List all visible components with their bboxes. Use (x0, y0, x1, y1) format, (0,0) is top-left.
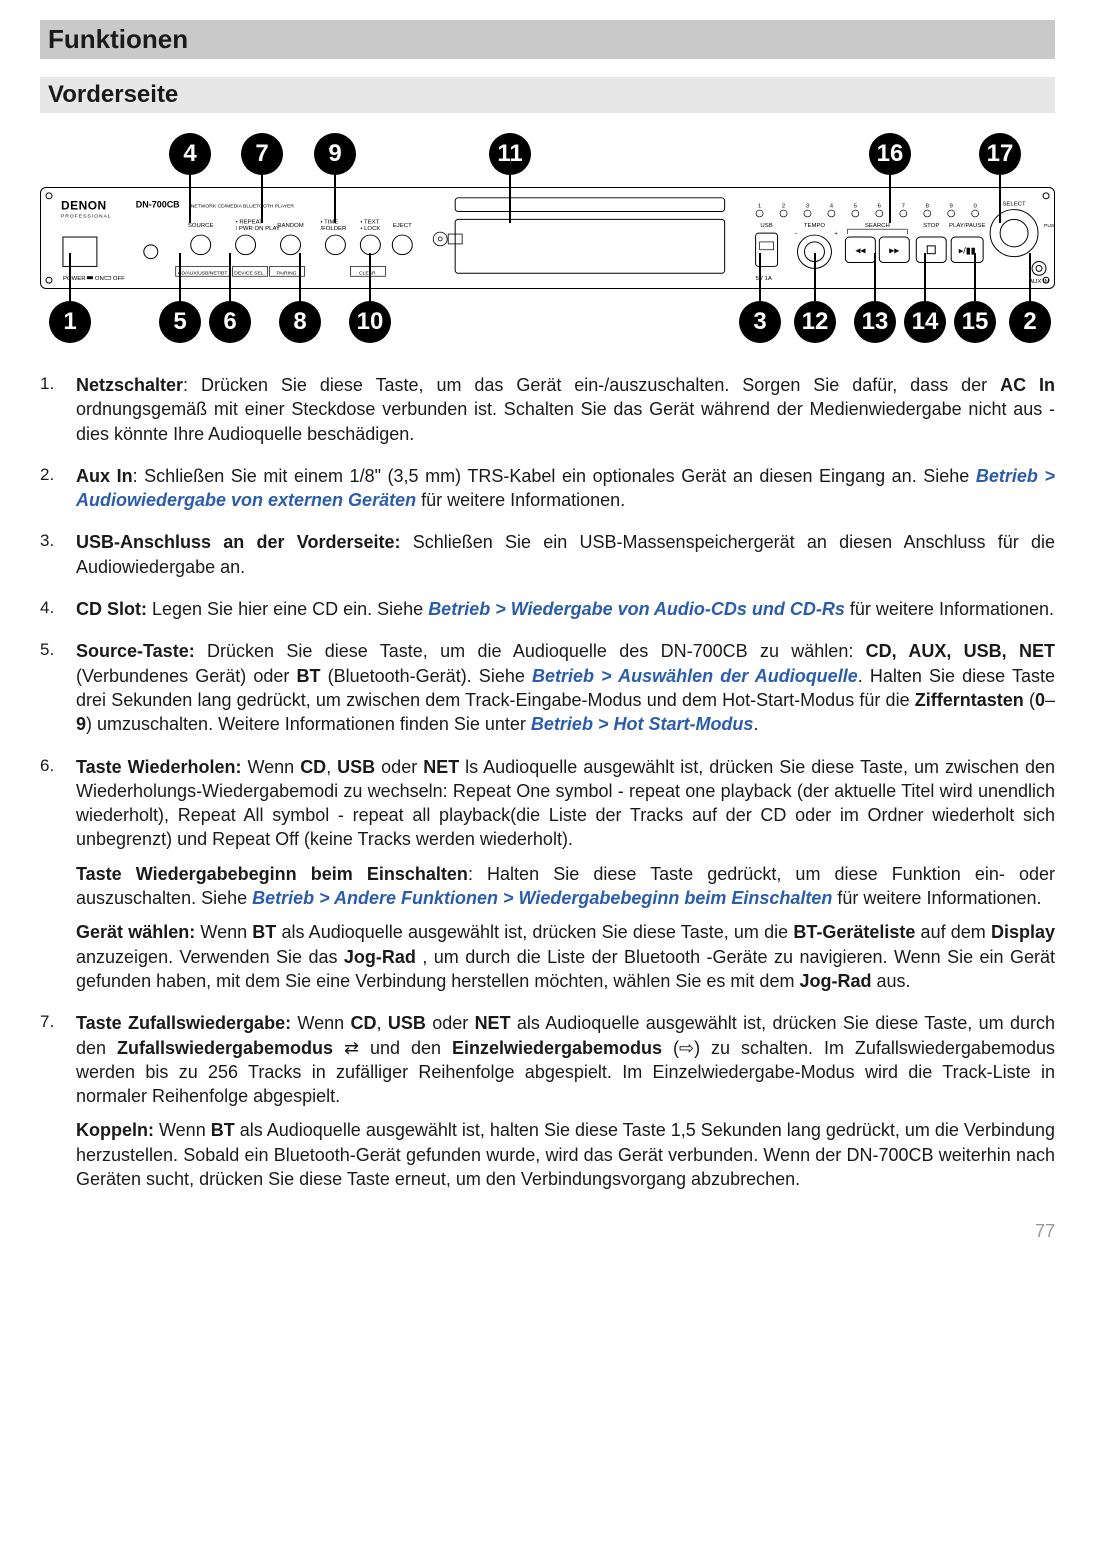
svg-text:CLEAR: CLEAR (359, 270, 376, 276)
callout-leader (299, 253, 301, 303)
svg-text:−: − (795, 231, 799, 237)
callout-leader (179, 253, 181, 303)
callout-leader (874, 253, 876, 303)
callout-bubble-2: 2 (1009, 301, 1051, 343)
svg-text:• TEXT: • TEXT (360, 219, 379, 225)
feature-item-3: USB-Anschluss an der Vorderseite: Schlie… (40, 530, 1055, 579)
callout-bubble-6: 6 (209, 301, 251, 343)
svg-text:STOP: STOP (923, 223, 939, 229)
svg-text:POWER: POWER (63, 276, 86, 282)
shuffle-icon: ⇄ (344, 1038, 359, 1058)
svg-text:8: 8 (926, 204, 930, 210)
callout-leader (369, 253, 371, 303)
device-front-panel: DENON PROFESSIONAL DN-700CB NETWORK CD/M… (40, 187, 1055, 289)
feature-item-4: CD Slot: Legen Sie hier eine CD ein. Sie… (40, 597, 1055, 621)
callout-leader (509, 173, 511, 223)
callout-leader (261, 173, 263, 223)
callout-leader (334, 173, 336, 223)
svg-text:PLAY/PAUSE: PLAY/PAUSE (949, 223, 985, 229)
svg-text:USB: USB (760, 223, 772, 229)
svg-text:SEARCH: SEARCH (865, 223, 890, 229)
callout-leader (814, 253, 816, 303)
callout-leader (229, 253, 231, 303)
svg-text:5: 5 (854, 204, 858, 210)
callout-leader (189, 173, 191, 223)
svg-text:TEMPO: TEMPO (804, 223, 826, 229)
svg-text:7: 7 (902, 204, 905, 210)
svg-text:SELECT: SELECT (1002, 202, 1026, 208)
feature-subparagraph: Koppeln: Wenn BT als Audioquelle ausgewä… (76, 1118, 1055, 1191)
svg-text:/ PWR ON PLAY: / PWR ON PLAY (236, 226, 280, 232)
svg-text:CD/AUX/USB/NET/BT: CD/AUX/USB/NET/BT (178, 270, 228, 276)
svg-text:• REPEAT: • REPEAT (236, 219, 264, 225)
callout-bubble-14: 14 (904, 301, 946, 343)
callout-bubble-7: 7 (241, 133, 283, 175)
subsection-title: Vorderseite (40, 77, 1055, 113)
svg-text:PROFESSIONAL: PROFESSIONAL (61, 213, 112, 219)
svg-text:DEVICE SEL.: DEVICE SEL. (234, 270, 265, 276)
svg-text:1: 1 (758, 204, 761, 210)
svg-text:9: 9 (950, 204, 954, 210)
svg-text:DN-700CB: DN-700CB (136, 200, 180, 210)
svg-text:2: 2 (782, 204, 785, 210)
callout-leader (889, 173, 891, 223)
section-title: Funktionen (40, 20, 1055, 59)
callout-bubble-8: 8 (279, 301, 321, 343)
svg-text:RANDOM: RANDOM (277, 223, 304, 229)
callout-leader (759, 253, 761, 303)
svg-text:▸▸: ▸▸ (889, 246, 899, 257)
svg-text:+: + (834, 231, 838, 237)
svg-text:• LOCK: • LOCK (360, 226, 380, 232)
callout-bubble-12: 12 (794, 301, 836, 343)
callout-bubble-4: 4 (169, 133, 211, 175)
callout-bubble-17: 17 (979, 133, 1021, 175)
brand-label: DENON (61, 199, 107, 213)
callout-bubble-3: 3 (739, 301, 781, 343)
feature-item-5: Source-Taste: Drücken Sie diese Taste, u… (40, 639, 1055, 736)
front-panel-diagram: DENON PROFESSIONAL DN-700CB NETWORK CD/M… (40, 133, 1055, 343)
feature-item-1: Netzschalter: Drücken Sie diese Taste, u… (40, 373, 1055, 446)
svg-text:PUSH TO ENTER: PUSH TO ENTER (1044, 223, 1054, 229)
svg-text:/FOLDER: /FOLDER (320, 226, 346, 232)
feature-subparagraph: Taste Wiedergabebeginn beim Einschalten:… (76, 862, 1055, 911)
feature-item-7: Taste Zufallswiedergabe: Wenn CD, USB od… (40, 1011, 1055, 1191)
svg-text:EJECT: EJECT (393, 223, 412, 229)
page-number: 77 (40, 1221, 1055, 1242)
callout-bubble-11: 11 (489, 133, 531, 175)
svg-text:SOURCE: SOURCE (188, 223, 214, 229)
callout-leader (69, 253, 71, 303)
feature-description-list: Netzschalter: Drücken Sie diese Taste, u… (40, 373, 1055, 1191)
callout-leader (924, 253, 926, 303)
callout-bubble-1: 1 (49, 301, 91, 343)
svg-text:AUX IN: AUX IN (1029, 279, 1049, 285)
svg-text:ON: ON (95, 276, 104, 282)
callout-bubble-13: 13 (854, 301, 896, 343)
feature-item-6: Taste Wiederholen: Wenn CD, USB oder NET… (40, 755, 1055, 994)
svg-text:NETWORK CD/MEDIA BLUETOOTH PLA: NETWORK CD/MEDIA BLUETOOTH PLAYER (191, 204, 295, 210)
svg-text:◂◂: ◂◂ (855, 246, 865, 257)
feature-subparagraph: Gerät wählen: Wenn BT als Audioquelle au… (76, 920, 1055, 993)
callout-leader (1029, 253, 1031, 303)
callout-leader (974, 253, 976, 303)
svg-text:0: 0 (973, 204, 977, 210)
svg-text:4: 4 (830, 204, 834, 210)
svg-text:3: 3 (806, 204, 810, 210)
callout-bubble-5: 5 (159, 301, 201, 343)
feature-item-2: Aux In: Schließen Sie mit einem 1/8" (3,… (40, 464, 1055, 513)
svg-text:OFF: OFF (113, 276, 125, 282)
callout-bubble-9: 9 (314, 133, 356, 175)
callout-leader (999, 173, 1001, 223)
svg-text:PAIRING: PAIRING (276, 270, 296, 276)
callout-bubble-16: 16 (869, 133, 911, 175)
svg-text:6: 6 (878, 204, 882, 210)
callout-bubble-10: 10 (349, 301, 391, 343)
callout-bubble-15: 15 (954, 301, 996, 343)
